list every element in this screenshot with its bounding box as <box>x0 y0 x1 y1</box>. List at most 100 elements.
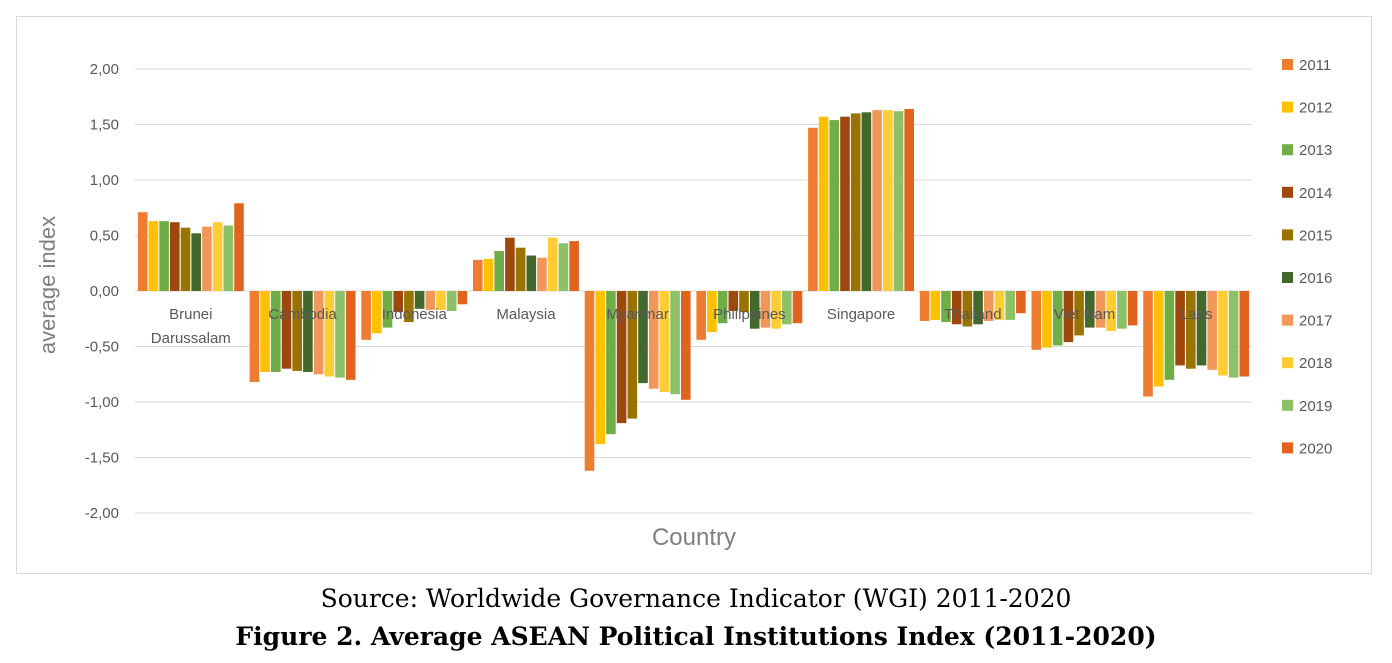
bar <box>1228 291 1239 378</box>
bar <box>850 113 861 292</box>
x-category-label: Myanmar <box>606 306 669 323</box>
bar <box>212 222 223 291</box>
bar <box>1196 291 1207 366</box>
legend-swatch <box>1282 442 1293 454</box>
bar <box>425 291 436 310</box>
bar <box>962 291 973 327</box>
bar <box>606 291 616 435</box>
bar <box>771 291 781 329</box>
bar <box>1153 291 1164 387</box>
bar <box>281 291 292 369</box>
bar <box>941 291 951 323</box>
bar <box>818 116 829 291</box>
bar <box>180 227 191 291</box>
bar <box>526 255 537 291</box>
bar <box>558 243 569 291</box>
bar <box>1031 291 1042 350</box>
legend-swatch <box>1282 101 1293 113</box>
y-axis-title: average index <box>35 216 60 354</box>
bar <box>840 116 850 291</box>
bar <box>436 291 446 310</box>
bar <box>648 291 659 389</box>
bar <box>345 291 356 380</box>
bar <box>1063 291 1074 343</box>
source-caption: Source: Worldwide Governance Indicator (… <box>320 584 1072 613</box>
figure-title: Figure 2. Average ASEAN Political Instit… <box>235 622 1157 651</box>
bar <box>223 225 234 291</box>
y-tick-label: 1,00 <box>90 172 119 189</box>
y-tick-label: 2,00 <box>90 61 119 78</box>
legend-swatch <box>1282 272 1293 283</box>
legend-label: 2011 <box>1299 57 1331 74</box>
bar <box>893 111 904 291</box>
bar <box>382 291 393 328</box>
bar <box>1207 291 1217 370</box>
y-axis-ticks: 2,00 1,50 1,00 0,50 0,00 -0,50 -1,00 -1,50 -2,00 <box>85 61 119 522</box>
bar <box>313 291 324 375</box>
x-category-label: Viet Nam <box>1054 306 1115 323</box>
x-category-label: Brunei <box>169 306 212 323</box>
bar <box>681 291 691 400</box>
bar <box>749 291 760 329</box>
legend-label: 2020 <box>1299 440 1332 457</box>
legend-swatch <box>1282 186 1293 198</box>
legend-label: 2018 <box>1299 355 1332 372</box>
bar <box>973 291 983 325</box>
x-category-label: Cambodia <box>268 306 337 323</box>
legend-label: 2014 <box>1299 185 1332 202</box>
bar <box>457 291 468 305</box>
gridlines <box>135 68 1252 514</box>
legend-swatch <box>1282 357 1293 369</box>
x-axis-category-labels: Brunei Darussalam Cambodia Indonesia Malaysi… <box>151 306 1213 347</box>
legend-label: 2019 <box>1299 398 1332 415</box>
bar <box>696 291 706 340</box>
bar <box>984 291 994 321</box>
bar <box>137 212 148 291</box>
bar <box>861 112 872 291</box>
legend-swatch <box>1282 144 1293 156</box>
bar <box>260 291 270 372</box>
bar <box>872 110 882 291</box>
legend-swatch <box>1282 314 1293 326</box>
bar <box>782 291 792 325</box>
bar <box>1052 291 1063 346</box>
bar <box>292 291 302 371</box>
bar <box>494 251 504 291</box>
bar <box>1239 291 1250 377</box>
bar <box>361 291 371 340</box>
bar <box>249 291 260 382</box>
bar <box>739 291 749 313</box>
legend-label: 2012 <box>1299 100 1332 117</box>
bar <box>829 120 840 291</box>
bar <box>792 291 803 324</box>
legend-label: 2013 <box>1299 142 1332 159</box>
bar <box>627 291 638 419</box>
bar <box>335 291 345 378</box>
bar <box>930 291 941 320</box>
bar <box>638 291 648 384</box>
bar <box>446 291 457 311</box>
bar <box>951 291 962 325</box>
bar <box>505 237 515 291</box>
bar <box>547 237 558 291</box>
bar <box>569 241 579 291</box>
bar <box>191 233 201 291</box>
bar <box>883 110 893 291</box>
x-category-label: Malaysia <box>496 306 556 323</box>
y-tick-label: 0,50 <box>90 228 119 245</box>
bar <box>1106 291 1116 331</box>
legend-label: 2016 <box>1299 270 1332 287</box>
x-category-label: Thailand <box>944 306 1002 323</box>
bar <box>202 226 212 291</box>
bar <box>234 203 244 291</box>
x-axis-title: Country <box>652 524 736 551</box>
x-category-label: Laos <box>1180 306 1213 323</box>
bar <box>1218 291 1228 376</box>
bar <box>537 257 547 291</box>
bar <box>170 222 180 291</box>
bar <box>616 291 627 424</box>
bar <box>1117 291 1127 329</box>
bar <box>404 291 414 323</box>
bar <box>919 291 930 321</box>
y-tick-label: -2,00 <box>85 505 119 522</box>
